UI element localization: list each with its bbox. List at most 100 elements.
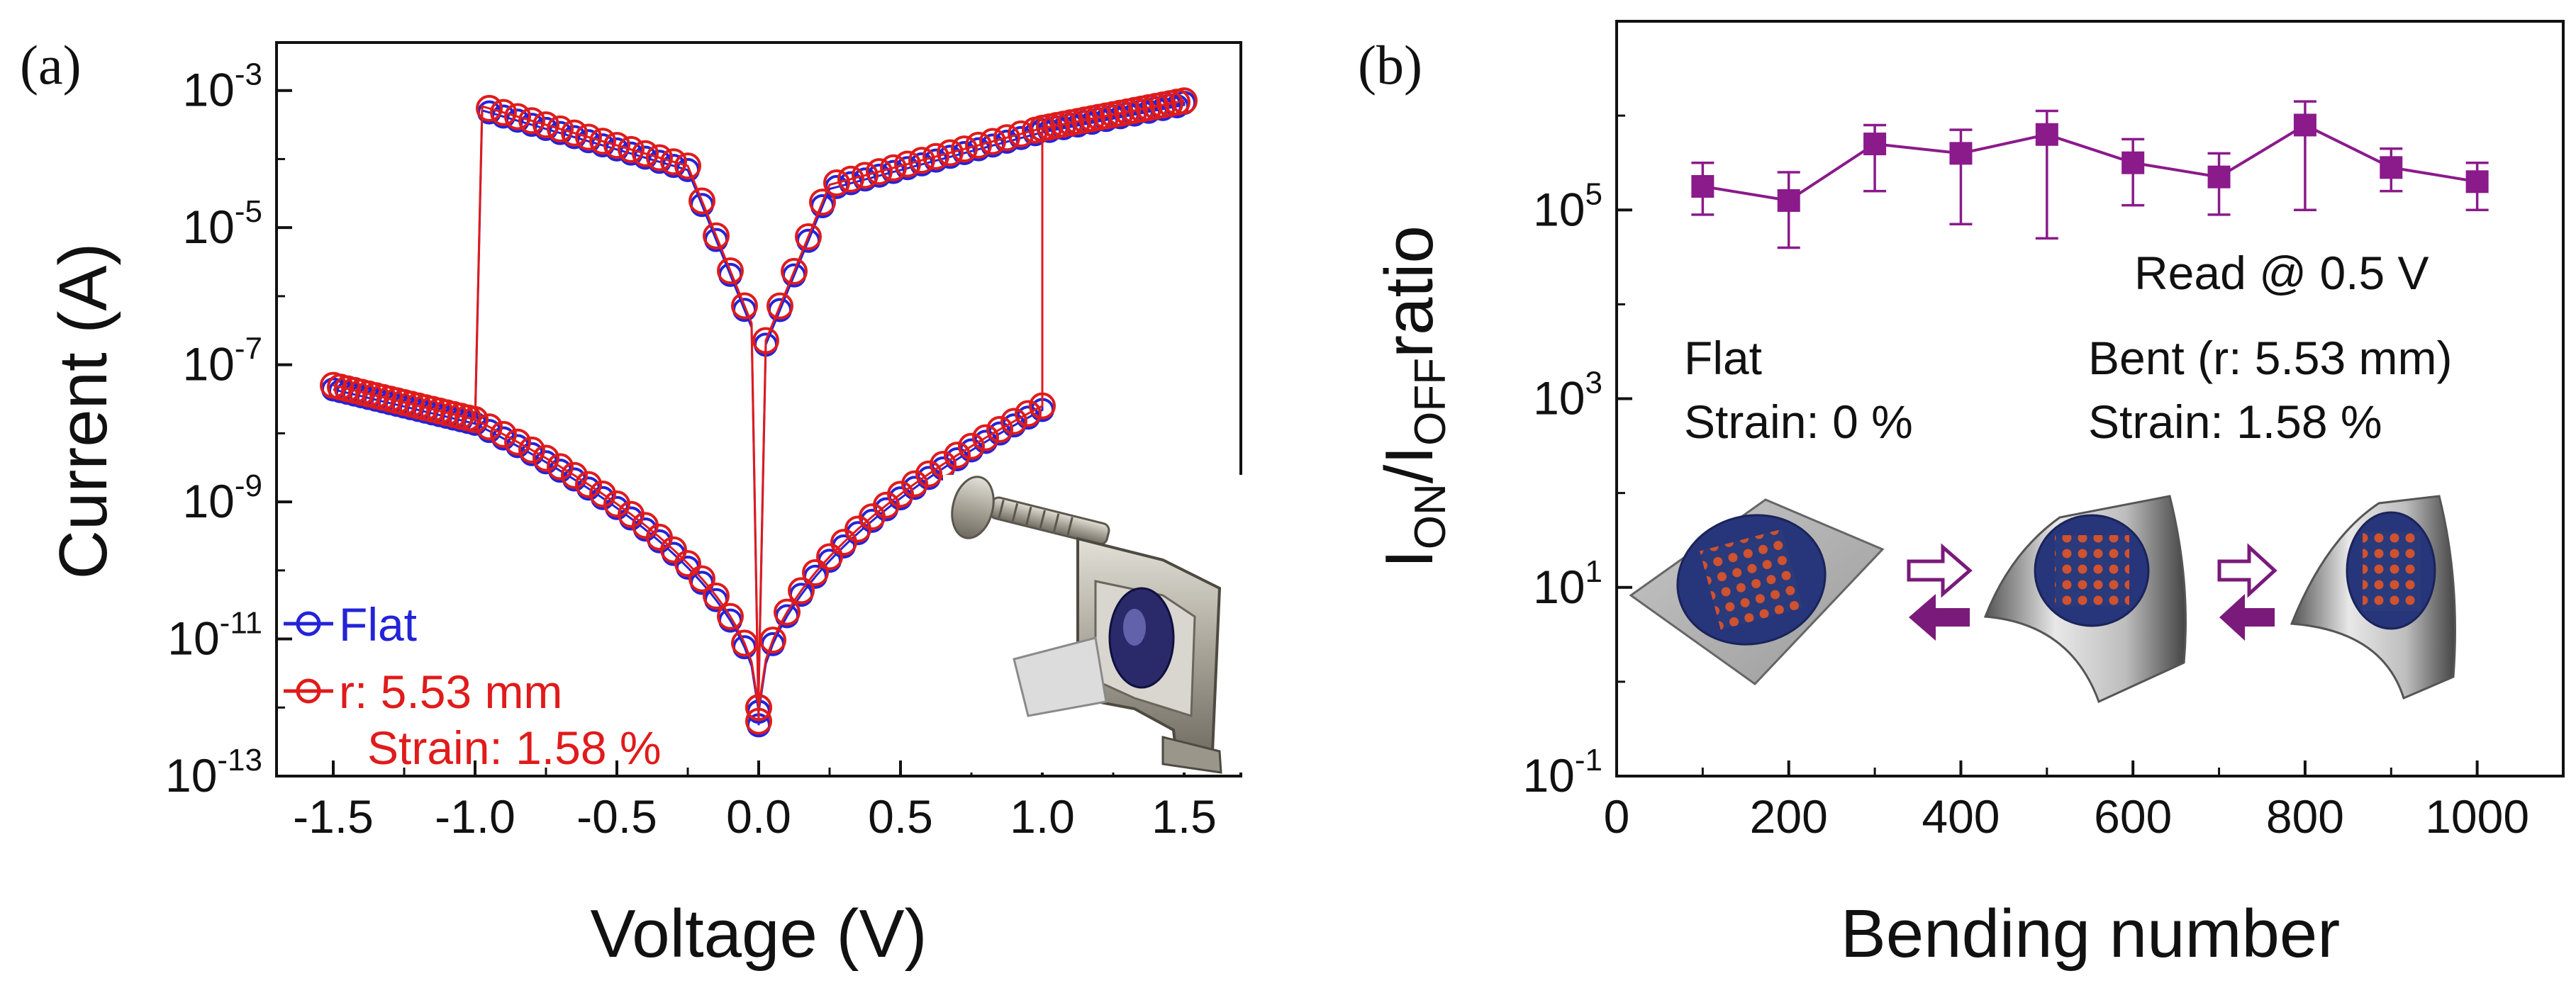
iv-point xyxy=(823,169,850,197)
ratio-point xyxy=(1863,133,1887,156)
flat-strain: Strain: 0 % xyxy=(1684,395,1913,448)
b-x-tick-label: 0 xyxy=(1604,790,1630,843)
legend-flat-label: Flat xyxy=(339,598,417,651)
iv-point xyxy=(533,111,559,139)
iv-point xyxy=(837,165,864,193)
iv-point xyxy=(866,158,893,186)
panel-a-x-axis-title: Voltage (V) xyxy=(591,896,927,972)
a-x-tick-label: 1.0 xyxy=(1010,790,1075,843)
panel-a-label: (a) xyxy=(20,34,82,96)
a-x-tick-label: -1.5 xyxy=(293,790,374,843)
iv-point xyxy=(462,406,489,434)
iv-point xyxy=(774,598,801,626)
iv-point xyxy=(788,577,815,605)
iv-point xyxy=(1149,91,1176,119)
iv-point xyxy=(320,371,347,399)
bend-arrows-2 xyxy=(2217,543,2277,641)
iv-point xyxy=(731,629,758,657)
panel-b-x-axis-title: Bending number xyxy=(1841,896,2340,972)
iv-point xyxy=(575,471,602,498)
ratio-point xyxy=(2465,170,2489,193)
iv-point xyxy=(688,565,715,593)
iv-point xyxy=(852,162,879,189)
bending-fixture-photo xyxy=(943,475,1255,774)
iv-point xyxy=(731,292,758,320)
iv-point xyxy=(348,378,375,406)
b-x-tick-label: 600 xyxy=(2094,790,2172,843)
a-x-tick-label: 0.0 xyxy=(726,790,791,843)
iv-point xyxy=(958,432,985,460)
iv-point xyxy=(533,444,559,472)
a-x-tick-label: 0.5 xyxy=(868,790,933,843)
iv-point xyxy=(688,187,715,215)
a-y-tick-label: 10-5 xyxy=(182,194,262,253)
iv-point xyxy=(894,150,921,178)
iv-point xyxy=(547,115,574,142)
series-bent xyxy=(320,87,1198,735)
ylabel-i-off: I xyxy=(1371,446,1447,465)
iv-point xyxy=(937,139,964,167)
iv-point xyxy=(922,142,949,170)
bent-title: Bent (r: 5.53 mm) xyxy=(2088,332,2452,384)
series-on-off-ratio xyxy=(1691,100,2489,249)
iv-point xyxy=(1093,102,1120,130)
iv-point xyxy=(1008,120,1035,147)
ylabel-i-on: I xyxy=(1371,549,1447,568)
iv-point xyxy=(589,480,616,507)
iv-point xyxy=(944,442,971,469)
legend-bent-label: r: 5.53 mm xyxy=(339,666,562,718)
iv-point xyxy=(660,536,687,563)
ratio-point xyxy=(2293,113,2316,137)
iv-point xyxy=(504,103,531,130)
iv-point xyxy=(802,558,829,586)
iv-point xyxy=(745,694,772,722)
ratio-point xyxy=(1949,142,1973,165)
iv-point xyxy=(1164,89,1191,116)
iv-point xyxy=(377,385,403,412)
a-y-tick-label: 10-9 xyxy=(182,468,262,527)
iv-point xyxy=(589,128,616,155)
iv-point xyxy=(1121,96,1148,124)
iv-point xyxy=(561,461,588,489)
iv-point xyxy=(951,135,978,163)
iv-point xyxy=(745,707,772,735)
iv-point xyxy=(717,257,744,285)
iv-point xyxy=(362,382,389,410)
panel-a-y-axis: 10-3 10-5 10-7 10-9 10-11 10-13 xyxy=(165,57,292,802)
ylabel-slash: / xyxy=(1371,464,1447,483)
iv-point xyxy=(518,436,545,464)
iv-point xyxy=(993,124,1020,152)
highly-curved-sheet-illustration xyxy=(2290,495,2456,700)
iv-point xyxy=(1064,108,1091,135)
iv-point xyxy=(1036,113,1063,140)
iv-point xyxy=(518,107,545,135)
legend-strain-label: Strain: 1.58 % xyxy=(367,722,662,774)
b-y-tick-label: 105 xyxy=(1533,176,1602,235)
iv-point xyxy=(915,460,942,488)
a-x-tick-label: 1.5 xyxy=(1152,790,1217,843)
ratio-point xyxy=(2207,165,2231,189)
b-y-tick-label: 10-1 xyxy=(1522,743,1602,802)
iv-point xyxy=(1022,116,1049,144)
ylabel-ratio: ratio xyxy=(1371,225,1447,358)
panel-b-y-axis: 105 103 101 10-1 xyxy=(1522,114,1632,802)
legend-item-bent: r: 5.53 mm xyxy=(284,666,562,718)
a-y-tick-label: 10-11 xyxy=(167,606,262,665)
b-y-tick-label: 103 xyxy=(1533,366,1602,425)
iv-point xyxy=(703,582,730,610)
iv-point xyxy=(1107,99,1134,127)
iv-point xyxy=(660,148,687,176)
b-x-tick-label: 800 xyxy=(2266,790,2344,843)
iv-point xyxy=(547,453,574,481)
iv-point xyxy=(1029,392,1056,420)
b-y-tick-label: 101 xyxy=(1533,554,1602,613)
iv-point xyxy=(908,147,935,174)
panel-b-y-axis-title: ION/IOFFratio xyxy=(1371,225,1455,568)
iv-point xyxy=(816,543,843,571)
ratio-point xyxy=(2035,123,2058,146)
iv-point xyxy=(752,327,779,354)
iv-point xyxy=(561,119,588,147)
